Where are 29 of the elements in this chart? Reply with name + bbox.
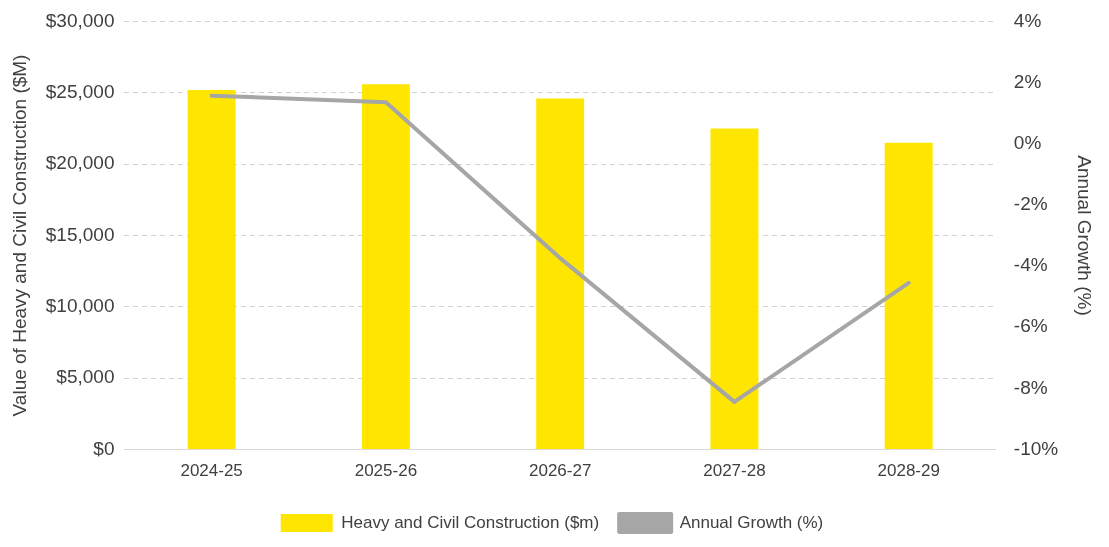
x-tick-label: 2027-28 — [703, 461, 766, 481]
y-tick-label: $5,000 — [56, 366, 115, 388]
y-tick-label: $30,000 — [45, 9, 115, 31]
x-tick-label: 2026-27 — [528, 461, 592, 481]
y-tick-label: $10,000 — [45, 295, 115, 317]
y-tick-label: $0 — [93, 437, 115, 459]
x-tick-label: 2024-25 — [180, 461, 243, 481]
y2-tick-label: -4% — [1013, 254, 1048, 276]
y-tick-label: $20,000 — [45, 152, 115, 174]
y2-tick-label: 0% — [1013, 131, 1042, 153]
x-tick-label: 2025-26 — [354, 461, 418, 481]
y2-tick-label: -6% — [1013, 315, 1048, 337]
bar — [187, 89, 236, 450]
bar — [361, 84, 410, 450]
y-tick-label: $15,000 — [45, 223, 115, 245]
legend-label: Heavy and Civil Construction ($m) — [341, 512, 600, 532]
x-tick-label: 2028-29 — [877, 461, 940, 481]
y2-tick-label: 2% — [1013, 70, 1042, 92]
y2-tick-label: -8% — [1013, 376, 1048, 398]
y-tick-label: $25,000 — [45, 81, 115, 102]
bar — [884, 142, 933, 450]
y2-tick-label: -2% — [1013, 193, 1048, 215]
bar — [710, 128, 759, 450]
y2-tick-label: -10% — [1013, 437, 1059, 459]
bar — [536, 98, 585, 450]
legend-label: Annual Growth (%) — [679, 512, 824, 532]
y2-tick-label: 4% — [1013, 9, 1042, 31]
y-axis-title: Value of Heavy and Civil Construction ($M) — [8, 54, 30, 417]
y2-axis-title: Annual Growth (%) — [1074, 155, 1096, 316]
